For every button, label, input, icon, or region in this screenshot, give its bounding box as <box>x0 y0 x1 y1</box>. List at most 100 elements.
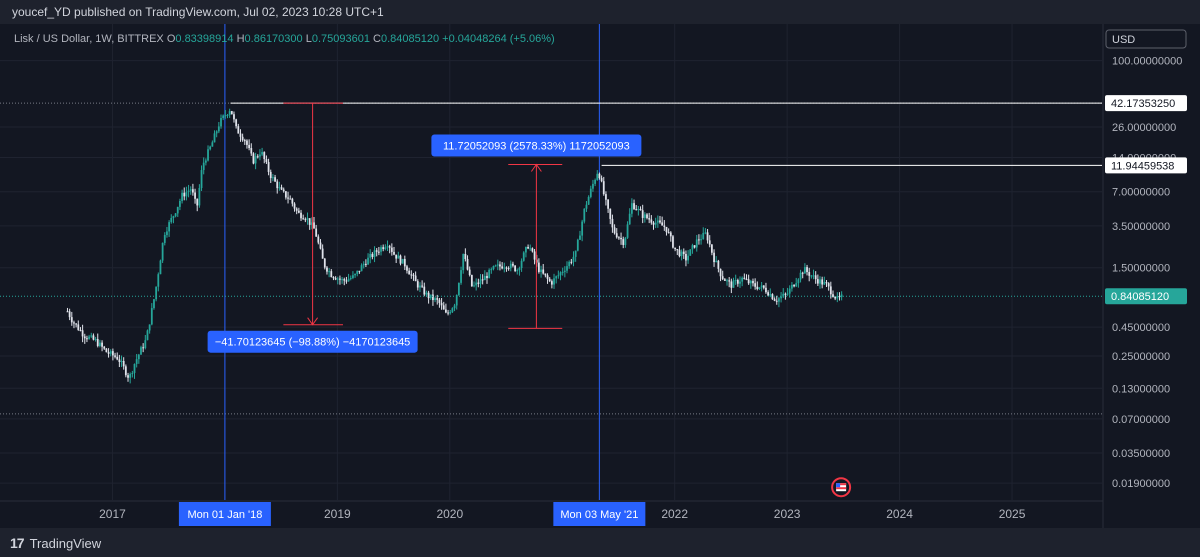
candle-body <box>527 246 529 249</box>
candle-body <box>481 279 484 281</box>
candle-body <box>447 312 449 314</box>
candle-body <box>702 232 705 240</box>
candle-body <box>810 275 813 277</box>
candle-body <box>486 276 488 279</box>
candle-body <box>769 294 772 296</box>
candle-body <box>739 281 741 284</box>
candle-body <box>646 214 648 219</box>
candle-body <box>215 131 218 134</box>
measure-label: 11.72052093 (2578.33%) 1172052093 <box>443 141 630 153</box>
candle-body <box>388 246 391 248</box>
candle-body <box>114 355 116 357</box>
candle-body <box>217 126 220 132</box>
candle-body <box>414 275 417 282</box>
candle-body <box>706 232 709 241</box>
candle-body <box>674 247 677 250</box>
candle-body <box>462 253 465 271</box>
candle-body <box>157 274 160 287</box>
time-tick-label: 2024 <box>886 507 913 521</box>
candle-body <box>496 264 499 266</box>
currency-button[interactable] <box>1105 29 1187 49</box>
candle-body <box>594 179 597 184</box>
candle-body <box>334 278 337 280</box>
candle-body <box>544 273 547 276</box>
candle-body <box>94 339 97 341</box>
candle-body <box>243 140 246 142</box>
candle-body <box>131 373 134 375</box>
candle-body <box>602 181 605 195</box>
candle-body <box>490 269 493 271</box>
publish-info: youcef_YD published on TradingView.com, … <box>12 5 384 19</box>
candle-body <box>198 188 201 206</box>
candle-body <box>819 279 821 284</box>
candle-body <box>827 283 830 287</box>
candle-body <box>723 279 726 281</box>
candle-body <box>618 237 620 239</box>
candle-body <box>256 156 259 158</box>
candle-body <box>345 280 348 282</box>
candle-body <box>111 351 114 356</box>
price-tick-label: 0.45000000 <box>1112 322 1170 334</box>
candle-body <box>230 111 233 115</box>
candle-body <box>79 329 82 331</box>
candle-body <box>581 221 584 236</box>
candle-body <box>566 266 568 271</box>
change-value: +0.04048264 (+5.06%) <box>442 33 555 45</box>
candle-body <box>685 253 687 261</box>
candle-body <box>553 278 555 285</box>
candle-body <box>782 293 785 297</box>
candle-body <box>228 111 231 115</box>
candle-body <box>289 198 292 200</box>
candle-body <box>336 278 339 280</box>
candle-body <box>90 335 93 337</box>
candle-body <box>615 233 618 238</box>
price-chart[interactable]: −41.70123645 (−98.88%) −4170123645 11.720… <box>0 24 1200 528</box>
candle-body <box>695 239 698 248</box>
candle-body <box>749 280 752 284</box>
chart-area[interactable]: −41.70123645 (−98.88%) −4170123645 11.720… <box>0 24 1200 528</box>
candle-body <box>639 208 642 211</box>
candle-body <box>423 286 426 295</box>
candle-body <box>224 115 227 117</box>
candle-body <box>155 286 158 300</box>
candle-body <box>451 308 454 313</box>
candle-body <box>760 285 763 288</box>
candle-body <box>650 219 653 223</box>
candle-body <box>836 296 839 299</box>
candle-body <box>92 335 95 340</box>
candle-body <box>304 219 307 221</box>
candle-body <box>449 312 452 314</box>
candle-body <box>814 275 817 280</box>
candle-body <box>455 295 458 306</box>
candle-body <box>563 270 566 272</box>
candle-body <box>287 197 289 199</box>
candle-body <box>460 270 462 283</box>
price-tag <box>1105 288 1187 305</box>
candle-body <box>758 287 761 289</box>
candle-body <box>676 249 679 251</box>
candle-body <box>728 280 731 282</box>
price-tick-label: 7.00000000 <box>1112 187 1170 199</box>
candle-body <box>710 244 713 253</box>
candle-body <box>354 273 356 276</box>
candle-body <box>352 275 354 278</box>
candle-body <box>762 285 765 288</box>
candle-body <box>341 279 344 281</box>
candle-body <box>734 280 737 282</box>
candle-body <box>801 272 804 274</box>
candle-body <box>838 296 841 298</box>
candle-body <box>105 348 108 353</box>
candle-body <box>248 144 251 149</box>
candle-body <box>172 216 175 219</box>
candle-body <box>233 114 235 120</box>
candle-body <box>153 299 155 309</box>
tradingview-brand[interactable]: 17 TradingView <box>10 535 101 551</box>
candle-body <box>107 352 110 354</box>
candle-body <box>315 228 318 237</box>
candle-body <box>700 239 702 241</box>
price-tag-label: 11.94459538 <box>1111 160 1174 172</box>
candle-body <box>222 115 225 119</box>
price-tick-label: 0.03500000 <box>1112 448 1170 460</box>
candle-body <box>293 203 296 209</box>
time-tick-label: 2019 <box>324 507 351 521</box>
